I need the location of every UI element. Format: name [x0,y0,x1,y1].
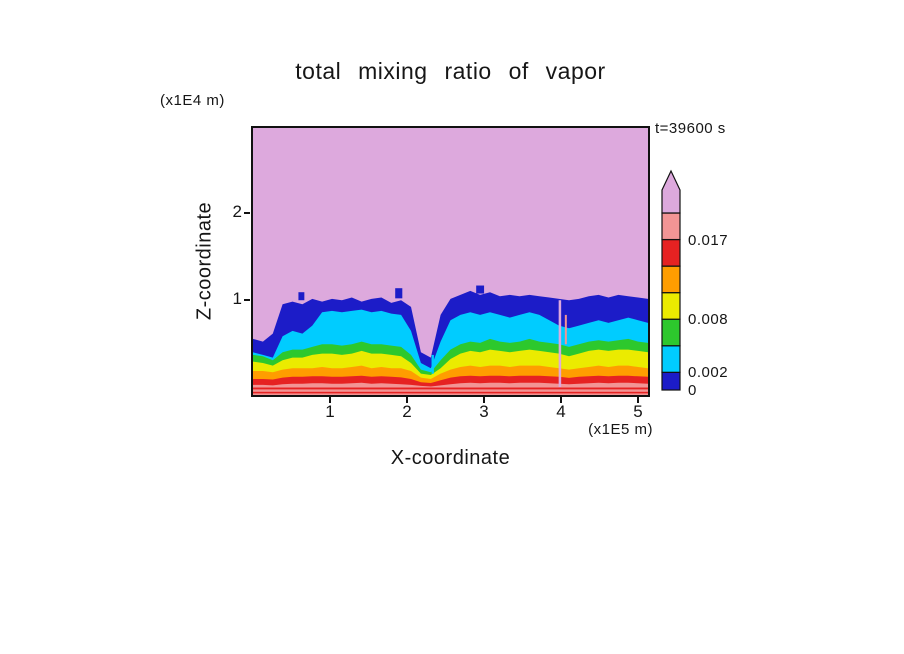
x-tick-mark [483,397,485,403]
x-tick-mark [406,397,408,403]
chart-title: total mixing ratio of vapor [295,58,606,84]
plot-area [251,126,650,397]
colorbar-tick-label: 0.008 [688,311,729,329]
colorbar-tick-label: 0.002 [688,364,729,382]
time-annotation: t=39600 s [655,120,726,137]
y-tick-label: 2 [232,202,242,221]
x-tick-label: 5 [633,402,643,421]
colorbar-tick-label: 0 [688,382,697,399]
x-tick-mark [560,397,562,403]
x-tick-label: 4 [556,402,566,421]
x-tick-label: 3 [479,402,489,421]
y-tick-mark [244,299,250,301]
y-axis-unit-label: (x1E4 m) [160,92,225,109]
x-axis-unit-label: (x1E5 m) [588,421,653,438]
x-tick-label: 1 [325,402,335,421]
colorbar [661,169,681,391]
contour-field [253,128,648,395]
x-tick-mark [329,397,331,403]
x-axis-title: X-coordinate [390,447,511,469]
colorbar-tick-label: 0.017 [688,231,729,249]
y-tick-mark [244,212,250,214]
y-tick-label: 1 [232,289,242,308]
x-tick-label: 2 [402,402,412,421]
y-axis-title: Z-coordinate [193,201,216,321]
x-tick-mark [637,397,639,403]
